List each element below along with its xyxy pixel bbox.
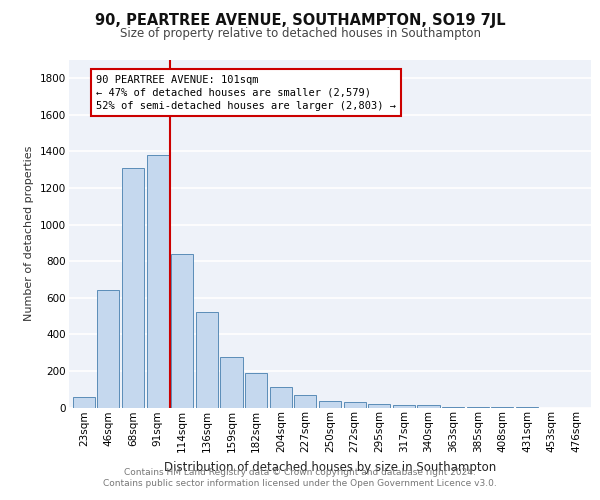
Bar [220,357,242,408]
Bar [368,404,391,407]
Bar [344,402,366,407]
Text: Contains HM Land Registry data © Crown copyright and database right 2024.
Contai: Contains HM Land Registry data © Crown c… [103,468,497,487]
Bar [97,290,119,408]
Text: 90, PEARTREE AVENUE, SOUTHAMPTON, SO19 7JL: 90, PEARTREE AVENUE, SOUTHAMPTON, SO19 7… [95,12,505,28]
Bar [171,254,193,408]
Bar [73,398,95,407]
Bar [393,405,415,407]
Text: Size of property relative to detached houses in Southampton: Size of property relative to detached ho… [119,28,481,40]
Bar [269,388,292,407]
Bar [146,155,169,407]
Bar [196,312,218,408]
X-axis label: Distribution of detached houses by size in Southampton: Distribution of detached houses by size … [164,460,496,473]
Bar [122,168,144,408]
Bar [418,405,440,407]
Bar [467,407,489,408]
Bar [319,401,341,407]
Bar [245,373,267,408]
Y-axis label: Number of detached properties: Number of detached properties [25,146,34,322]
Text: 90 PEARTREE AVENUE: 101sqm
← 47% of detached houses are smaller (2,579)
52% of s: 90 PEARTREE AVENUE: 101sqm ← 47% of deta… [96,74,396,111]
Bar [294,394,316,407]
Bar [442,406,464,408]
